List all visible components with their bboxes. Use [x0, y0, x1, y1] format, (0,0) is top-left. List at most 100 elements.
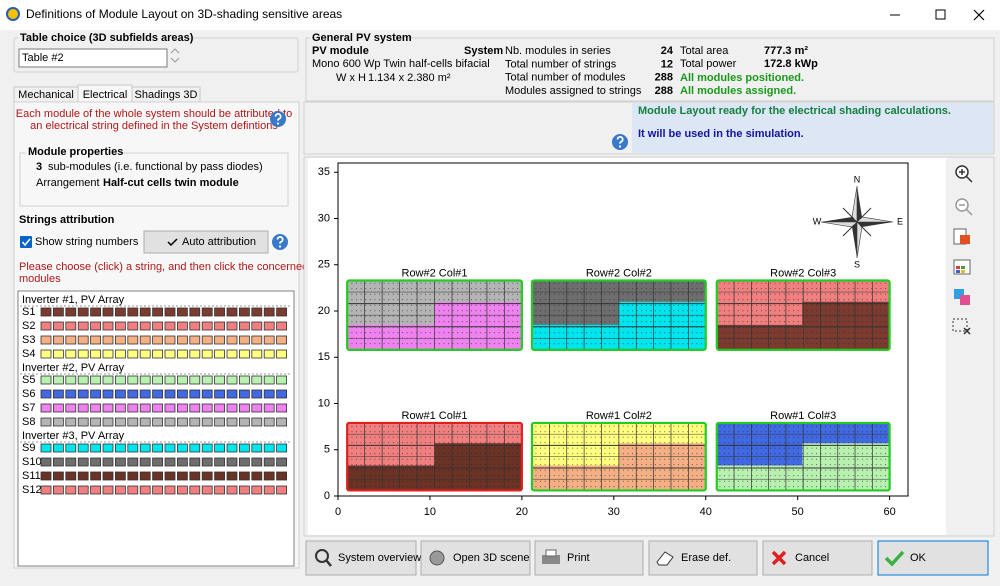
string-module[interactable]	[152, 417, 164, 427]
string-module[interactable]	[263, 471, 275, 481]
string-module[interactable]	[164, 307, 176, 317]
string-module[interactable]	[90, 307, 101, 317]
string-module[interactable]	[189, 375, 201, 385]
string-module[interactable]	[201, 443, 213, 453]
string-module[interactable]	[40, 457, 52, 467]
string-module[interactable]	[127, 307, 139, 317]
string-module[interactable]	[77, 321, 89, 331]
string-module[interactable]	[53, 349, 64, 359]
string-module[interactable]	[238, 321, 250, 331]
string-module[interactable]	[251, 375, 263, 385]
string-module[interactable]	[226, 403, 238, 413]
string-module[interactable]	[152, 457, 164, 467]
string-module[interactable]	[164, 349, 176, 359]
string-module[interactable]	[65, 349, 77, 359]
string-module[interactable]	[189, 443, 201, 453]
string-module[interactable]	[102, 389, 114, 399]
string-module[interactable]	[201, 485, 213, 495]
string-module[interactable]	[65, 375, 77, 385]
string-module[interactable]	[139, 321, 151, 331]
string-module[interactable]	[226, 335, 238, 345]
string-module[interactable]	[276, 349, 288, 359]
zoom-in[interactable]	[955, 165, 973, 183]
string-module[interactable]	[152, 403, 164, 413]
string-module[interactable]	[263, 307, 275, 317]
button[interactable]	[877, 540, 989, 576]
string-module[interactable]	[127, 375, 139, 385]
string-module[interactable]	[176, 457, 188, 467]
string-module[interactable]	[127, 335, 139, 345]
string-module[interactable]	[115, 335, 126, 345]
string-module[interactable]	[164, 457, 176, 467]
string-module[interactable]	[139, 403, 151, 413]
string-module[interactable]	[238, 389, 250, 399]
string-module[interactable]	[127, 403, 139, 413]
string-module[interactable]	[176, 307, 188, 317]
string-module[interactable]	[201, 389, 213, 399]
string-module[interactable]	[53, 321, 64, 331]
string-module[interactable]	[53, 403, 64, 413]
string-name[interactable]: S9	[22, 442, 35, 454]
string-module[interactable]	[176, 485, 188, 495]
string-module[interactable]	[226, 307, 238, 317]
table-border[interactable]	[530, 421, 707, 492]
string-module[interactable]	[164, 471, 176, 481]
string-module[interactable]	[102, 403, 114, 413]
string-module[interactable]	[263, 443, 275, 453]
spinner[interactable]	[170, 48, 180, 63]
string-module[interactable]	[40, 321, 52, 331]
string-module[interactable]	[90, 349, 101, 359]
string-module[interactable]	[65, 389, 77, 399]
string-module[interactable]	[90, 389, 101, 399]
string-module[interactable]	[139, 335, 151, 345]
table-border[interactable]	[346, 421, 523, 492]
string-module[interactable]	[139, 375, 151, 385]
string-module[interactable]	[164, 417, 176, 427]
string-module[interactable]	[276, 471, 288, 481]
string-module[interactable]	[226, 471, 238, 481]
string-module[interactable]	[90, 417, 101, 427]
string-name[interactable]: S4	[22, 348, 35, 360]
string-module[interactable]	[139, 417, 151, 427]
string-module[interactable]	[102, 321, 114, 331]
string-name[interactable]: S11	[22, 470, 41, 482]
string-module[interactable]	[176, 375, 188, 385]
string-module[interactable]	[77, 457, 89, 467]
string-module[interactable]	[152, 307, 164, 317]
button[interactable]	[305, 540, 417, 576]
string-module[interactable]	[238, 403, 250, 413]
string-module[interactable]	[226, 389, 238, 399]
auto-attribution-button[interactable]	[143, 230, 269, 254]
string-module[interactable]	[77, 443, 89, 453]
string-module[interactable]	[201, 349, 213, 359]
close-button[interactable]	[973, 9, 985, 21]
string-module[interactable]	[214, 443, 226, 453]
string-module[interactable]	[251, 417, 263, 427]
string-module[interactable]	[226, 375, 238, 385]
string-module[interactable]	[53, 471, 64, 481]
string-module[interactable]	[201, 471, 213, 481]
string-module[interactable]	[127, 321, 139, 331]
string-module[interactable]	[276, 485, 288, 495]
string-module[interactable]	[164, 335, 176, 345]
string-module[interactable]	[263, 389, 275, 399]
string-module[interactable]	[276, 417, 288, 427]
string-module[interactable]	[53, 417, 64, 427]
string-module[interactable]	[214, 471, 226, 481]
help-icon[interactable]	[272, 234, 288, 250]
string-module[interactable]	[65, 485, 77, 495]
string-module[interactable]	[201, 335, 213, 345]
string-module[interactable]	[152, 349, 164, 359]
string-module[interactable]	[176, 443, 188, 453]
string-module[interactable]	[263, 349, 275, 359]
string-module[interactable]	[152, 335, 164, 345]
table-select[interactable]	[18, 48, 168, 68]
string-module[interactable]	[176, 403, 188, 413]
string-module[interactable]	[102, 417, 114, 427]
string-module[interactable]	[102, 349, 114, 359]
string-module[interactable]	[214, 307, 226, 317]
string-module[interactable]	[189, 457, 201, 467]
string-module[interactable]	[189, 349, 201, 359]
string-module[interactable]	[115, 457, 126, 467]
help-icon[interactable]	[612, 134, 628, 150]
